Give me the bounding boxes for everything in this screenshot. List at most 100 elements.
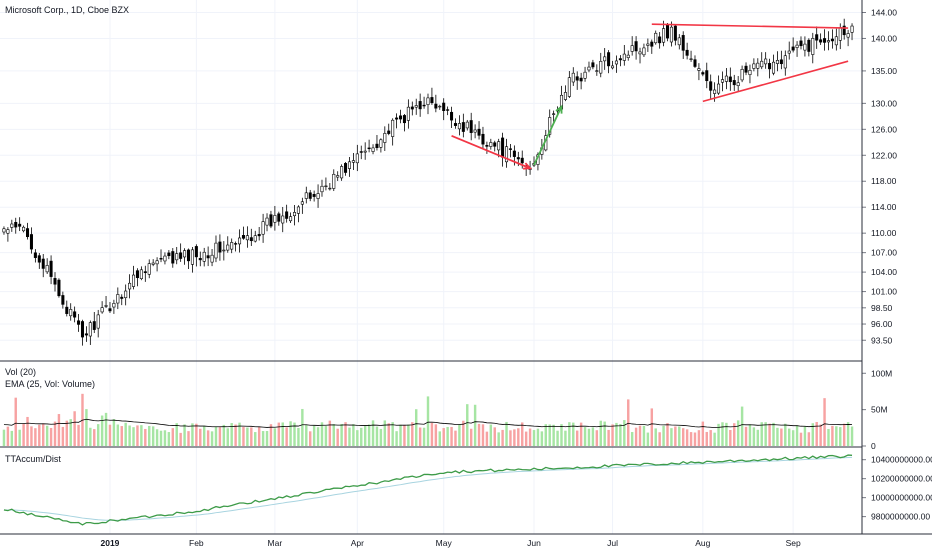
volume-bar-down (524, 431, 528, 446)
volume-bar-up (740, 406, 744, 446)
candle-down (359, 151, 363, 153)
volume-bar-up (407, 424, 410, 446)
candle-down (367, 147, 371, 150)
volume-bar-up (583, 427, 587, 446)
candle-up (783, 55, 787, 69)
volume-bar-up (273, 428, 277, 446)
volume-bar-down (517, 428, 520, 446)
volume-bar-up (132, 427, 135, 446)
volume-bar-up (615, 422, 618, 446)
candle-down (728, 76, 732, 83)
candle-down (693, 59, 697, 67)
volume-bar-down (6, 426, 10, 446)
volume-bar-up (316, 427, 320, 446)
volume-bar-down (242, 426, 245, 446)
volume-bar-up (281, 422, 284, 446)
price-tick-label: 114.00 (871, 202, 897, 212)
volume-bar-down (815, 421, 818, 446)
volume-bar-up (151, 426, 155, 446)
candle-up (764, 58, 768, 65)
candle-up (497, 141, 501, 151)
time-tick-label: Feb (189, 538, 204, 548)
candle-down (387, 130, 391, 134)
price-tick-label: 140.00 (871, 33, 897, 43)
candle-up (438, 105, 442, 108)
price-tick-label: 135.00 (871, 66, 897, 76)
volume-bar-down (709, 430, 712, 446)
volume-bar-down (30, 426, 33, 446)
candle-down (234, 243, 238, 245)
volume-bar-down (693, 432, 697, 446)
candle-down (73, 311, 77, 318)
candle-up (304, 192, 308, 199)
volume-bar-up (159, 430, 163, 446)
volume-bar-up (89, 427, 92, 446)
volume-bar-up (261, 431, 265, 446)
volume-bar-down (442, 428, 445, 446)
candle-up (775, 60, 779, 64)
candle-down (344, 163, 348, 173)
volume-bar-down (277, 422, 281, 446)
candle-down (218, 241, 222, 253)
volume-bar-up (587, 428, 591, 446)
volume-bar-up (564, 430, 567, 446)
candle-up (320, 185, 324, 193)
volume-bar-up (466, 404, 469, 446)
candle-down (171, 251, 175, 264)
volume-bar-down (685, 429, 689, 446)
candle-up (332, 173, 336, 189)
volume-bar-up (214, 426, 218, 446)
volume-bar-down (120, 426, 123, 446)
volume-bar-down (634, 427, 638, 446)
volume-bar-down (14, 397, 17, 446)
candle-up (214, 242, 218, 259)
volume-bar-up (324, 426, 328, 446)
volume-bar-down (579, 422, 583, 446)
candle-down (512, 150, 516, 157)
candle-up (838, 27, 842, 41)
volume-bar-up (312, 425, 316, 446)
arrow-head (555, 104, 563, 114)
candle-up (787, 50, 791, 54)
candle-down (249, 237, 253, 242)
candle-up (795, 44, 799, 48)
volume-bar-up (301, 408, 304, 446)
candle-up (713, 89, 717, 94)
volume-bar-up (446, 426, 449, 446)
candle-down (493, 142, 497, 147)
volume-bar-down (493, 427, 496, 446)
candle-down (159, 258, 163, 260)
candle-up (226, 244, 230, 251)
volume-bar-up (678, 426, 681, 446)
volume-bar-down (285, 427, 288, 446)
candle-down (277, 213, 281, 222)
volume-bar-up (45, 425, 49, 446)
candle-up (587, 66, 591, 71)
candle-down (442, 102, 446, 111)
candle-down (198, 258, 202, 261)
time-tick-label: Jul (607, 538, 618, 548)
arrow-head (523, 162, 532, 170)
candle-up (465, 121, 469, 129)
candle-up (626, 54, 630, 59)
candle-up (846, 33, 850, 38)
volume-bar-down (701, 421, 705, 446)
arrow-shaft (533, 106, 563, 166)
candle-up (45, 265, 49, 273)
candle-up (104, 305, 108, 307)
volume-bar-up (246, 427, 249, 446)
candle-down (375, 143, 379, 149)
volume-bar-up (100, 415, 104, 446)
candle-down (799, 40, 803, 47)
volume-bar-down (179, 432, 182, 446)
volume-bar-up (210, 431, 214, 446)
volume-bar-up (104, 412, 108, 446)
candle-up (614, 60, 618, 65)
candle-down (410, 106, 414, 110)
volume-bar-up (654, 428, 657, 446)
candle-up (489, 142, 493, 147)
volume-label: Vol (20) (5, 367, 36, 377)
volume-bar-up (391, 422, 394, 446)
volume-bar-up (320, 422, 324, 446)
volume-bar-down (689, 432, 693, 446)
